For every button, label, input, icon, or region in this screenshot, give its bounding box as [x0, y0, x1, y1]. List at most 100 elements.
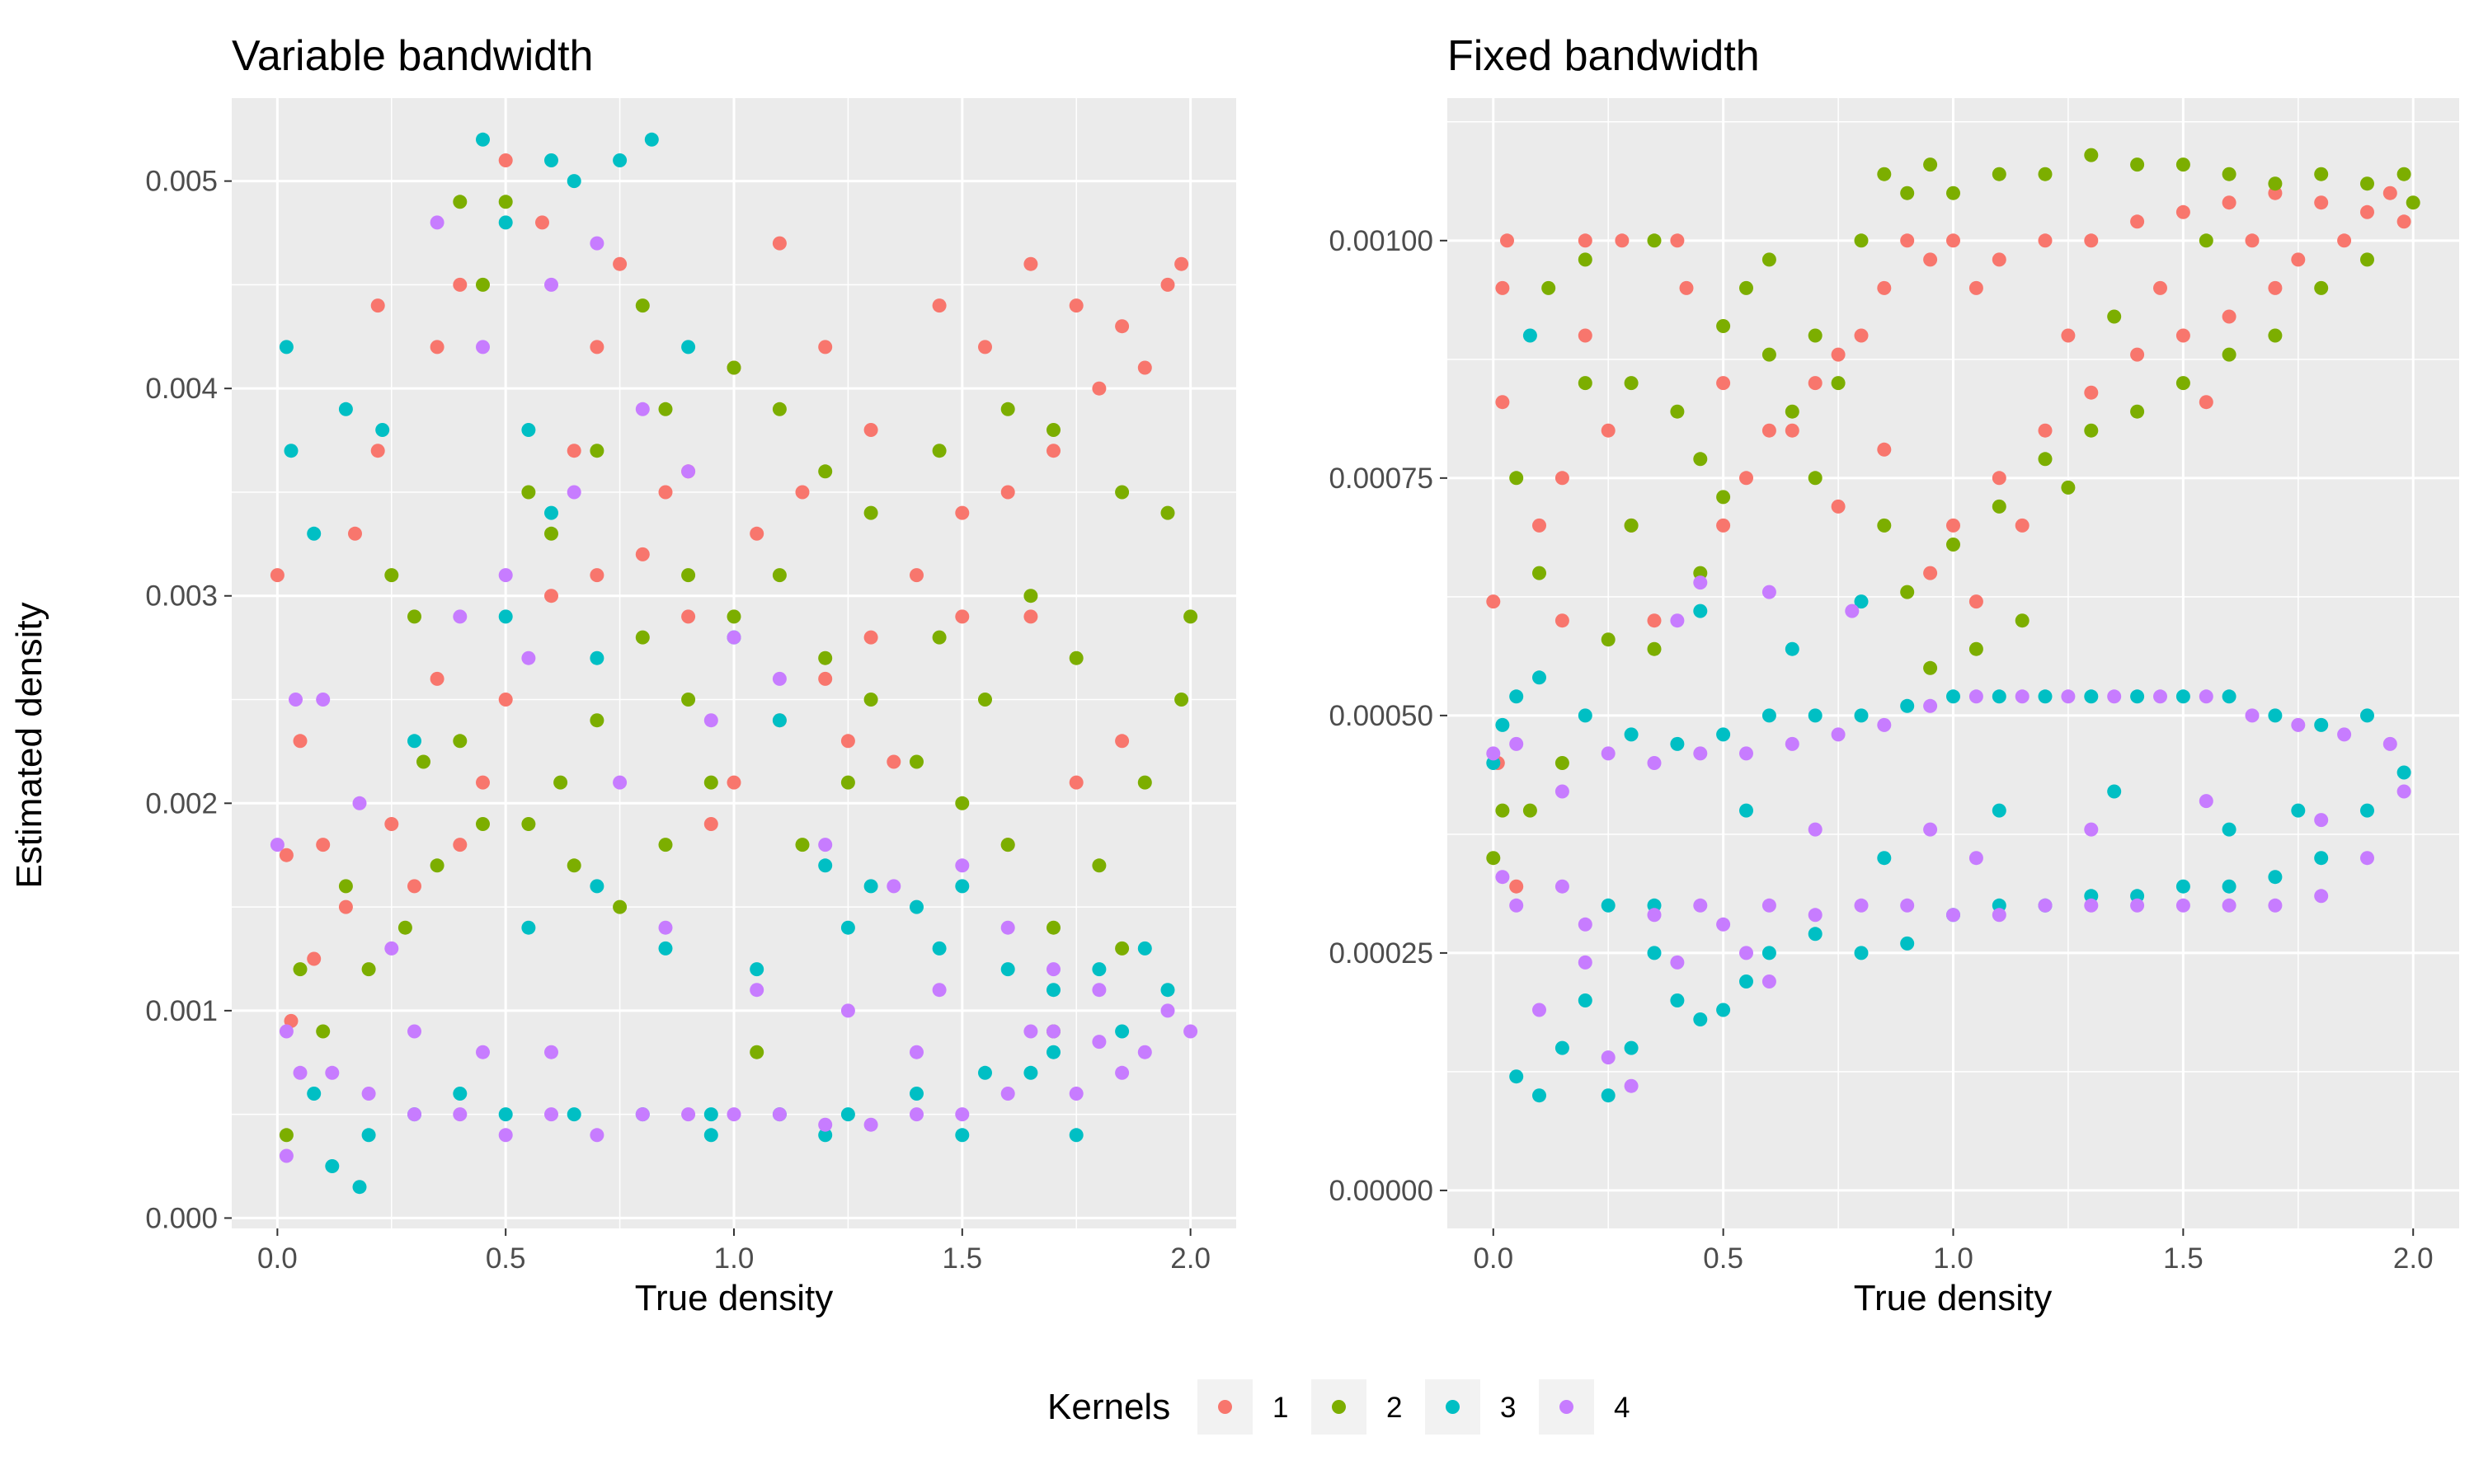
- data-point: [1500, 233, 1514, 248]
- data-point: [2245, 233, 2260, 248]
- data-point: [727, 609, 741, 624]
- data-point: [1554, 784, 1569, 799]
- data-point: [1877, 518, 1892, 533]
- legend-label: 4: [1614, 1392, 1630, 1424]
- data-point: [1761, 347, 1776, 362]
- data-point: [1554, 1040, 1569, 1055]
- data-point: [1495, 803, 1510, 818]
- data-point: [658, 485, 673, 500]
- data-point: [2175, 879, 2190, 894]
- data-point: [370, 298, 385, 313]
- data-point: [1946, 233, 1960, 248]
- data-point: [1693, 603, 1708, 618]
- data-point: [1000, 485, 1015, 500]
- data-point: [2199, 395, 2213, 410]
- data-point: [2061, 689, 2076, 704]
- panel-title: Variable bandwidth: [232, 32, 593, 80]
- data-point: [1785, 736, 1799, 751]
- data-point: [1000, 1087, 1015, 1101]
- data-point: [1854, 946, 1869, 960]
- data-point: [325, 1159, 340, 1173]
- data-point: [1509, 1069, 1524, 1084]
- data-point: [2038, 167, 2053, 181]
- data-point: [590, 236, 604, 251]
- data-point: [1716, 319, 1731, 333]
- data-point: [1923, 157, 1938, 172]
- data-point: [279, 1148, 294, 1163]
- data-point: [407, 1107, 421, 1122]
- data-point: [1578, 708, 1592, 723]
- data-point: [1509, 879, 1524, 894]
- data-point: [2153, 689, 2167, 704]
- data-point: [1923, 822, 1938, 837]
- data-point: [544, 277, 558, 292]
- data-point: [1900, 585, 1915, 599]
- data-point: [2222, 822, 2236, 837]
- data-point: [1183, 609, 1198, 624]
- data-points: [270, 132, 1198, 1195]
- data-point: [932, 941, 947, 956]
- data-point: [1092, 381, 1107, 396]
- data-point: [750, 962, 764, 977]
- data-point: [2396, 784, 2411, 799]
- data-point: [703, 1107, 718, 1122]
- data-point: [840, 1107, 855, 1122]
- legend-label: 1: [1272, 1392, 1288, 1424]
- data-point: [795, 838, 810, 852]
- data-point: [590, 1128, 604, 1143]
- data-point: [2382, 736, 2397, 751]
- data-point: [1968, 689, 1983, 704]
- data-point: [1601, 632, 1616, 647]
- data-point: [1877, 851, 1892, 866]
- data-point: [1554, 613, 1569, 628]
- data-point: [772, 671, 787, 686]
- x-tick-label: 1.0: [714, 1242, 755, 1275]
- data-point: [521, 423, 536, 437]
- data-point: [681, 340, 696, 355]
- data-point: [338, 402, 353, 416]
- data-point: [703, 775, 718, 790]
- data-point: [1785, 404, 1799, 419]
- data-point: [1647, 946, 1662, 960]
- data-point: [613, 153, 628, 167]
- data-point: [955, 1128, 970, 1143]
- data-point: [1023, 589, 1038, 603]
- data-point: [1578, 252, 1592, 267]
- data-point: [1137, 1045, 1152, 1059]
- data-point: [430, 858, 444, 873]
- data-point: [910, 568, 924, 583]
- data-point: [1900, 898, 1915, 913]
- data-point: [384, 817, 399, 831]
- data-point: [2084, 689, 2099, 704]
- data-point: [1092, 858, 1107, 873]
- data-point: [955, 1107, 970, 1122]
- data-point: [476, 817, 490, 831]
- legend-items: 1 2 3 4: [1197, 1379, 1630, 1435]
- data-point: [1047, 423, 1061, 437]
- data-point: [2175, 204, 2190, 219]
- data-point: [2199, 233, 2213, 248]
- data-point: [590, 650, 604, 665]
- data-point: [955, 879, 970, 894]
- data-point: [1992, 252, 2006, 267]
- data-point: [1693, 575, 1708, 590]
- data-point: [1808, 328, 1823, 343]
- data-point: [1968, 641, 1983, 656]
- data-point: [2175, 157, 2190, 172]
- data-point: [681, 1107, 696, 1122]
- data-point: [2084, 898, 2099, 913]
- data-point: [1808, 708, 1823, 723]
- data-point: [2291, 803, 2306, 818]
- data-point: [2015, 689, 2030, 704]
- y-tick-label: 0.000: [145, 1202, 218, 1234]
- data-point: [2406, 195, 2420, 210]
- data-point: [863, 630, 878, 645]
- data-point: [1069, 1128, 1084, 1143]
- data-point: [2360, 176, 2374, 191]
- data-point: [1900, 936, 1915, 951]
- data-point: [658, 838, 673, 852]
- data-point: [430, 340, 444, 355]
- data-point: [316, 1024, 331, 1039]
- data-point: [407, 734, 421, 749]
- data-point: [1647, 756, 1662, 770]
